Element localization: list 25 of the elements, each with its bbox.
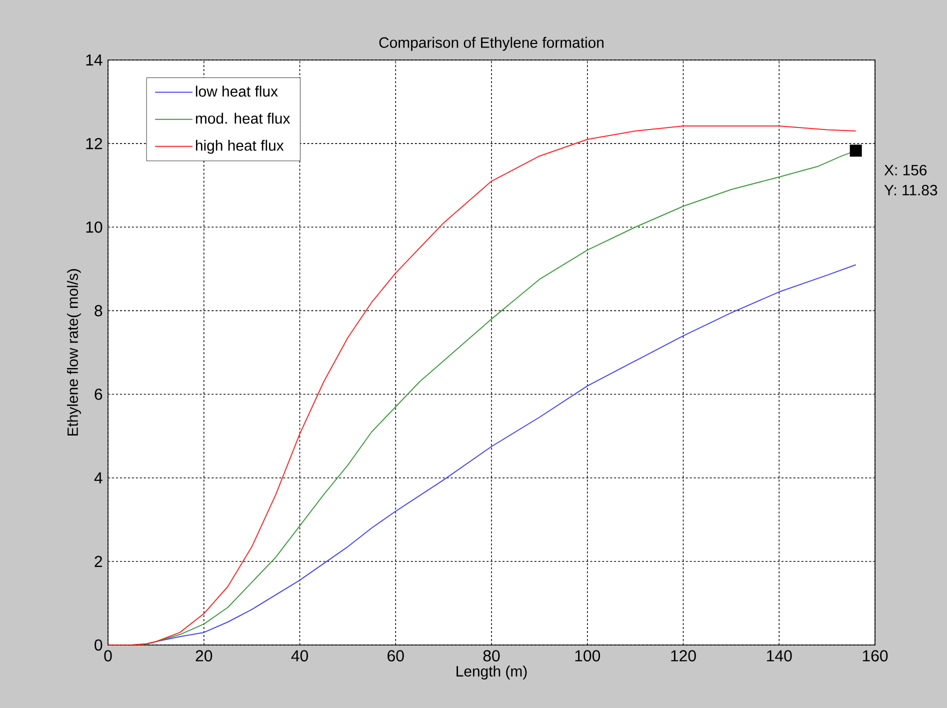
y-tick-label: 14 [86, 54, 102, 66]
y-tick-label: 12 [86, 138, 102, 150]
legend-label: mod. heat flux [196, 112, 290, 124]
annotation: Y: 11.83 [884, 184, 938, 196]
legend-label: high heat flux [196, 140, 284, 154]
x-tick-label: 140 [767, 650, 792, 662]
y-tick-label: 10 [86, 221, 102, 233]
y-tick-label: 6 [94, 388, 102, 400]
x-tick-label: 60 [388, 650, 404, 662]
x-tick-label: 120 [671, 650, 696, 662]
y-axis-title: Ethylene flow rate( mol/s) [67, 269, 81, 436]
chart-title: Comparison of Ethylene formation [379, 36, 604, 51]
x-tick-label: 0 [104, 650, 112, 662]
x-tick-label: 80 [483, 650, 500, 662]
annotation: X: 156 [884, 164, 927, 176]
legend-label: low heat flux [196, 86, 278, 97]
y-tick-label: 0 [94, 639, 102, 651]
x-tick-label: 100 [575, 650, 600, 662]
y-tick-label: 2 [94, 556, 102, 567]
y-tick-label: 4 [94, 472, 102, 484]
x-tick-label: 40 [291, 650, 308, 662]
x-tick-label: 20 [196, 650, 212, 662]
x-tick-label: 160 [862, 650, 888, 662]
y-tick-label: 8 [94, 305, 102, 316]
x-axis-title: Length (m) [456, 666, 527, 680]
